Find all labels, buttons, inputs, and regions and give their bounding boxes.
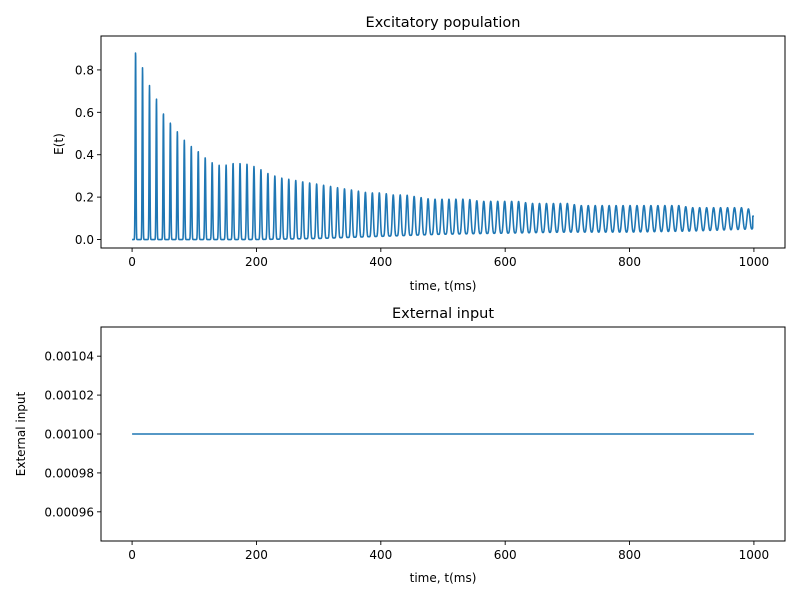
external-input-x-ticks: 0 200 400 600 800 1000 xyxy=(128,541,769,562)
y-tick-label: 0.8 xyxy=(75,63,94,77)
external-input-x-label: time, t(ms) xyxy=(410,571,477,585)
x-tick-label: 800 xyxy=(618,548,641,562)
x-tick-label: 400 xyxy=(369,255,392,269)
x-tick-label: 200 xyxy=(245,548,268,562)
excitatory-y-ticks: 0.0 0.2 0.4 0.6 0.8 xyxy=(75,63,101,247)
y-tick-label: 0.4 xyxy=(75,148,94,162)
x-tick-label: 200 xyxy=(245,255,268,269)
y-tick-label: 0.6 xyxy=(75,106,94,120)
external-input-y-label: External input xyxy=(14,391,28,476)
x-tick-label: 600 xyxy=(494,255,517,269)
x-tick-label: 600 xyxy=(494,548,517,562)
external-input-subplot: External input 0.000960.000980.001000.00… xyxy=(14,306,786,585)
y-tick-label: 0.00100 xyxy=(44,428,94,442)
y-tick-label: 0.00096 xyxy=(44,505,94,519)
x-tick-label: 400 xyxy=(369,548,392,562)
excitatory-subplot: Excitatory population 0.0 0.2 0.4 0.6 0.8 0 2… xyxy=(52,15,786,293)
x-tick-label: 0 xyxy=(128,255,136,269)
y-tick-label: 0.00104 xyxy=(44,350,94,364)
x-tick-label: 800 xyxy=(618,255,641,269)
excitatory-x-ticks: 0 200 400 600 800 1000 xyxy=(128,248,769,269)
excitatory-x-label: time, t(ms) xyxy=(410,279,477,293)
x-tick-label: 0 xyxy=(128,548,136,562)
excitatory-title: Excitatory population xyxy=(366,15,521,31)
y-tick-label: 0.00098 xyxy=(44,466,94,480)
y-tick-label: 0.0 xyxy=(75,233,94,247)
external-input-axes-frame xyxy=(100,326,786,542)
excitatory-axes-frame xyxy=(100,35,786,249)
y-tick-label: 0.2 xyxy=(75,191,94,205)
excitatory-series-line xyxy=(131,52,755,241)
y-tick-label: 0.00102 xyxy=(44,389,94,403)
external-input-y-ticks: 0.00096 0.00098 0.00100 0.00102 0.00104 xyxy=(44,350,101,519)
x-tick-label: 1000 xyxy=(739,255,770,269)
excitatory-y-label: E(t) xyxy=(52,133,66,155)
x-tick-label: 1000 xyxy=(739,548,770,562)
external-input-title: External input xyxy=(392,306,494,322)
